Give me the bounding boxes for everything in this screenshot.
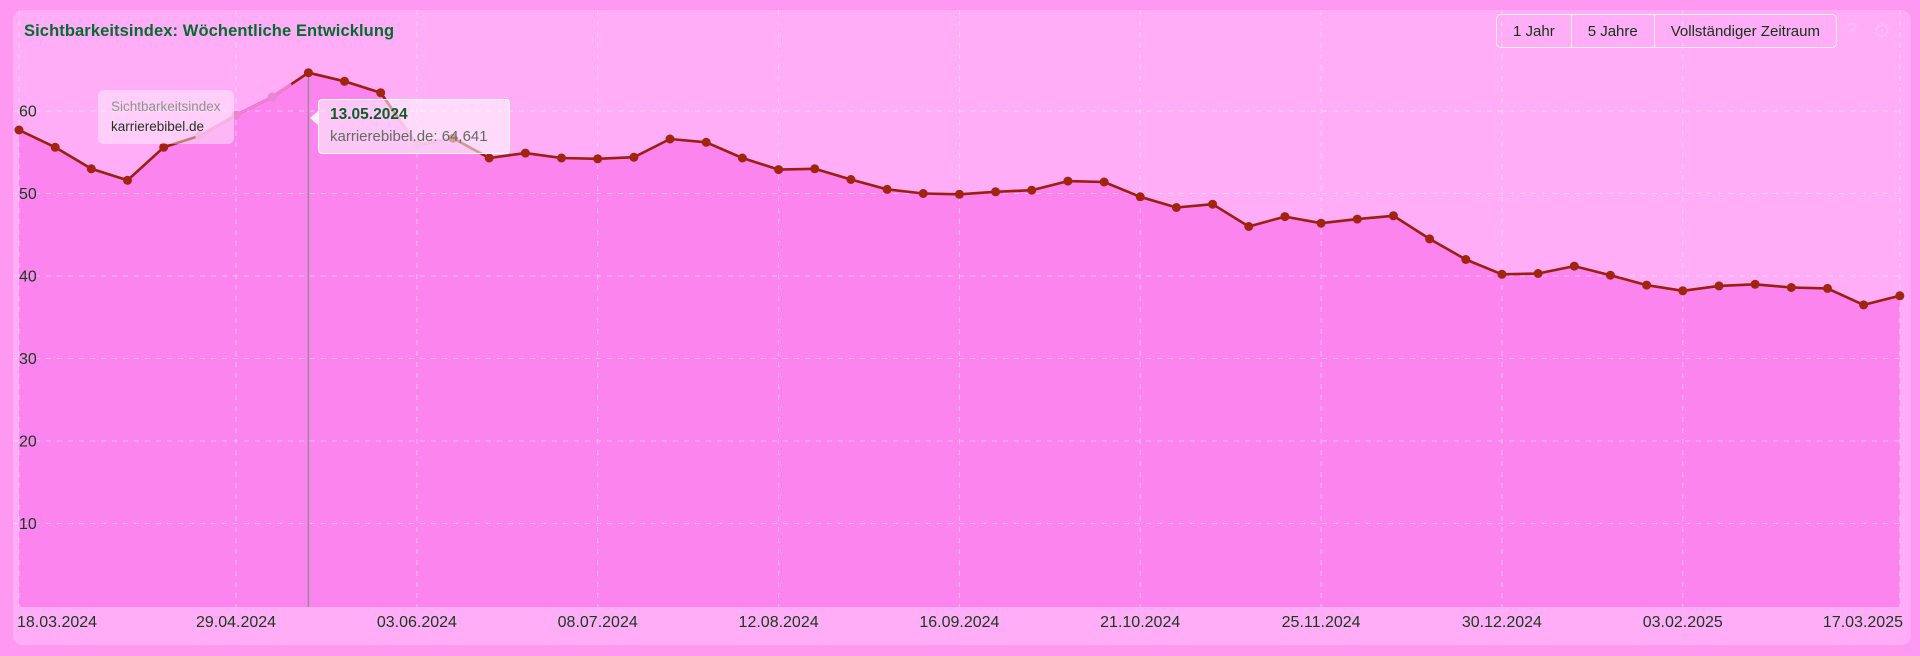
- data-point[interactable]: [1352, 214, 1362, 224]
- y-axis-label: 50: [19, 186, 37, 203]
- y-axis-label: 40: [19, 269, 37, 286]
- data-point[interactable]: [195, 131, 205, 141]
- data-point[interactable]: [1605, 270, 1615, 280]
- y-axis-label: 30: [19, 351, 37, 368]
- x-axis-label: 16.09.2024: [919, 614, 999, 631]
- data-point[interactable]: [1244, 222, 1254, 231]
- legend-domain-label: karrierebibel.de: [111, 119, 205, 134]
- x-axis-label: 17.03.2025: [1823, 614, 1903, 631]
- data-point[interactable]: [557, 153, 566, 163]
- data-point[interactable]: [1099, 177, 1109, 187]
- data-point[interactable]: [665, 134, 675, 144]
- help-icon[interactable]: ?: [1846, 20, 1858, 41]
- data-point[interactable]: [629, 152, 639, 162]
- data-point[interactable]: [593, 154, 603, 164]
- data-point[interactable]: [1063, 176, 1073, 186]
- range-button-1-year[interactable]: 1 Jahr: [1497, 15, 1571, 47]
- data-point[interactable]: [774, 165, 784, 175]
- time-range-selector: 1 Jahr 5 Jahre Vollständiger Zeitraum: [1496, 14, 1837, 48]
- data-point[interactable]: [1678, 286, 1688, 296]
- y-axis-label: 20: [19, 434, 37, 451]
- legend-metric-label: Sichtbarkeitsindex: [111, 99, 221, 114]
- x-axis-label: 03.02.2025: [1643, 614, 1723, 631]
- data-point[interactable]: [86, 164, 96, 174]
- chart-legend: Sichtbarkeitsindex karrierebibel.de: [98, 90, 234, 144]
- x-axis-label: 30.12.2024: [1462, 614, 1542, 631]
- data-point[interactable]: [1425, 234, 1435, 244]
- series-line-highlight: [198, 83, 292, 138]
- data-point[interactable]: [991, 187, 1001, 197]
- data-point[interactable]: [1316, 218, 1326, 228]
- data-point[interactable]: [14, 125, 24, 135]
- tooltip-value: karrierebibel.de: 64,641: [330, 128, 488, 145]
- y-axis-label: 10: [19, 516, 37, 533]
- data-point[interactable]: [737, 153, 747, 163]
- data-point[interactable]: [50, 142, 60, 152]
- data-point[interactable]: [340, 76, 349, 86]
- range-button-full-period[interactable]: Vollständiger Zeitraum: [1653, 15, 1836, 47]
- x-axis-label: 08.07.2024: [558, 614, 638, 631]
- data-point[interactable]: [918, 189, 928, 198]
- data-point[interactable]: [1750, 279, 1760, 289]
- data-point[interactable]: [810, 164, 820, 174]
- data-point[interactable]: [1497, 269, 1507, 279]
- data-point[interactable]: [1895, 291, 1905, 301]
- data-point[interactable]: [376, 88, 386, 98]
- chart-title: Sichtbarkeitsindex: Wöchentliche Entwick…: [24, 21, 395, 40]
- data-point[interactable]: [123, 175, 132, 185]
- data-point[interactable]: [1859, 300, 1869, 310]
- data-point[interactable]: [267, 92, 277, 102]
- data-point[interactable]: [1027, 185, 1037, 195]
- series-area: [19, 72, 1900, 607]
- data-point[interactable]: [701, 137, 711, 147]
- data-point[interactable]: [1208, 199, 1218, 209]
- data-point[interactable]: [231, 110, 241, 120]
- data-point[interactable]: [1786, 283, 1796, 292]
- gear-icon[interactable]: ⚙: [1872, 19, 1892, 43]
- visibility-chart-card: Sichtbarkeitsindex: Wöchentliche Entwick…: [13, 10, 1911, 645]
- data-point[interactable]: [1135, 192, 1145, 202]
- x-axis-label: 18.03.2024: [17, 614, 97, 631]
- visibility-chart[interactable]: 10 20 30 40 50 60 18.03.2024 29.04.2024 03.06.20…: [13, 10, 1911, 645]
- data-point[interactable]: [954, 189, 964, 199]
- data-point[interactable]: [1714, 281, 1724, 291]
- chart-tooltip: 13.05.2024 karrierebibel.de: 64,641: [310, 99, 510, 154]
- data-point[interactable]: [1280, 212, 1290, 222]
- x-axis-label: 29.04.2024: [196, 614, 276, 631]
- data-point[interactable]: [1569, 261, 1579, 271]
- data-point[interactable]: [846, 175, 856, 184]
- tooltip-date: 13.05.2024: [330, 106, 408, 123]
- data-point[interactable]: [1461, 255, 1471, 264]
- data-point[interactable]: [159, 142, 169, 152]
- data-point[interactable]: [1823, 283, 1832, 293]
- data-point[interactable]: [520, 148, 530, 158]
- data-point[interactable]: [1388, 211, 1398, 221]
- data-point[interactable]: [1642, 280, 1652, 290]
- data-point[interactable]: [1533, 269, 1543, 278]
- data-point[interactable]: [484, 153, 494, 163]
- x-axis-label: 21.10.2024: [1100, 614, 1180, 631]
- x-axis-label: 25.11.2024: [1282, 614, 1361, 631]
- x-axis-label: 12.08.2024: [739, 614, 819, 631]
- data-point[interactable]: [882, 184, 892, 194]
- chart-header: Sichtbarkeitsindex: Wöchentliche Entwick…: [13, 12, 1911, 50]
- selected-data-point[interactable]: [303, 68, 313, 78]
- range-button-5-years[interactable]: 5 Jahre: [1570, 15, 1654, 47]
- y-axis-label: 60: [19, 104, 37, 121]
- x-axis-label: 03.06.2024: [377, 614, 457, 631]
- data-point[interactable]: [1171, 203, 1181, 212]
